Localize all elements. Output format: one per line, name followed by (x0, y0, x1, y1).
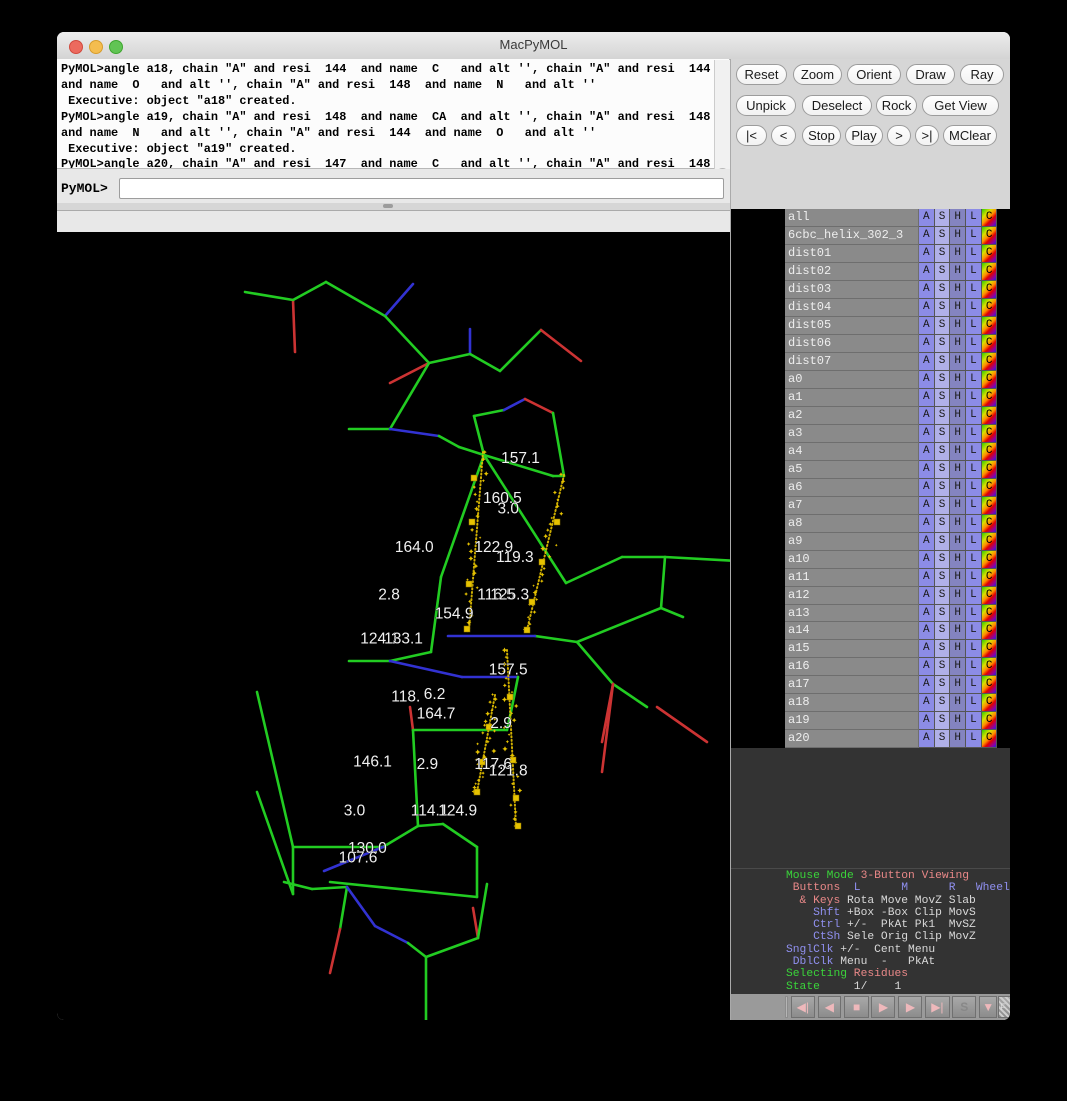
svg-text:125.3: 125.3 (490, 587, 529, 604)
svg-text:3.0: 3.0 (344, 802, 366, 819)
svg-text:3.0: 3.0 (498, 501, 520, 518)
svg-text:124.9: 124.9 (438, 802, 477, 819)
svg-text:164.0: 164.0 (395, 539, 434, 556)
svg-text:157.5: 157.5 (489, 662, 528, 679)
svg-text:2.9: 2.9 (417, 756, 439, 773)
svg-text:107.6: 107.6 (339, 849, 378, 866)
svg-text:6.2: 6.2 (424, 686, 446, 703)
svg-text:121.8: 121.8 (489, 763, 528, 780)
svg-text:154.9: 154.9 (435, 605, 474, 622)
svg-text:164.7: 164.7 (417, 706, 456, 723)
svg-text:157.1: 157.1 (501, 450, 540, 467)
svg-text:2.8: 2.8 (378, 587, 400, 604)
svg-text:119.3: 119.3 (496, 549, 534, 566)
svg-text:118.: 118. (391, 688, 420, 705)
svg-text:2.9: 2.9 (490, 715, 512, 732)
svg-text:133.1: 133.1 (384, 631, 423, 648)
svg-text:146.1: 146.1 (353, 753, 392, 770)
